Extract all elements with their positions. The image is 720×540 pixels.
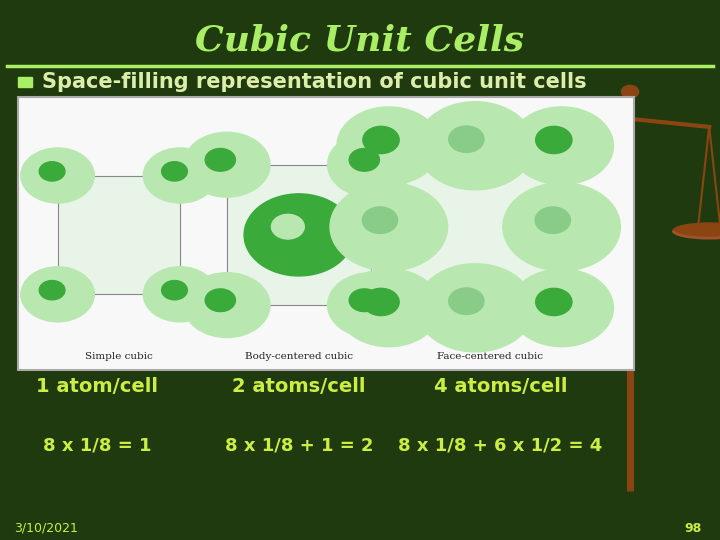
Circle shape [244, 194, 354, 276]
Circle shape [184, 132, 270, 197]
Circle shape [328, 273, 414, 338]
Circle shape [330, 183, 448, 271]
Circle shape [349, 148, 379, 171]
Text: Simple cubic: Simple cubic [85, 352, 153, 361]
Text: 8 x 1/8 = 1: 8 x 1/8 = 1 [43, 436, 151, 455]
Circle shape [205, 148, 235, 171]
Circle shape [39, 162, 65, 181]
Circle shape [39, 281, 65, 300]
Circle shape [184, 273, 270, 338]
Circle shape [205, 289, 235, 312]
Circle shape [143, 267, 217, 322]
Text: Space-filling representation of cubic unit cells: Space-filling representation of cubic un… [42, 72, 586, 92]
Text: 2 atoms/cell: 2 atoms/cell [232, 376, 366, 396]
Circle shape [143, 148, 217, 203]
Circle shape [449, 126, 484, 152]
Text: 1 atom/cell: 1 atom/cell [36, 376, 158, 396]
Ellipse shape [515, 164, 587, 179]
Circle shape [535, 207, 570, 233]
Text: Face-centered cubic: Face-centered cubic [436, 352, 543, 361]
Circle shape [510, 269, 613, 347]
Circle shape [449, 288, 484, 314]
Circle shape [503, 183, 621, 271]
Circle shape [362, 207, 397, 233]
Circle shape [161, 281, 187, 300]
Circle shape [416, 264, 534, 352]
Text: 98: 98 [685, 522, 702, 535]
Circle shape [510, 107, 613, 185]
FancyBboxPatch shape [58, 176, 180, 294]
Circle shape [21, 148, 94, 203]
FancyBboxPatch shape [227, 165, 371, 305]
Circle shape [621, 85, 639, 98]
Text: 3/10/2021: 3/10/2021 [14, 522, 78, 535]
FancyBboxPatch shape [18, 97, 634, 370]
Text: 8 x 1/8 + 6 x 1/2 = 4: 8 x 1/8 + 6 x 1/2 = 4 [398, 436, 603, 455]
Circle shape [349, 289, 379, 312]
Circle shape [416, 102, 534, 190]
Circle shape [328, 132, 414, 197]
FancyBboxPatch shape [389, 146, 562, 308]
Circle shape [536, 126, 572, 153]
Text: 4 atoms/cell: 4 atoms/cell [433, 376, 567, 396]
Ellipse shape [673, 223, 720, 238]
Circle shape [363, 126, 399, 153]
Text: 8 x 1/8 + 1 = 2: 8 x 1/8 + 1 = 2 [225, 436, 373, 455]
Text: Cubic Unit Cells: Cubic Unit Cells [195, 24, 525, 57]
Circle shape [536, 288, 572, 315]
Circle shape [337, 107, 441, 185]
Circle shape [363, 288, 399, 315]
Bar [18, 77, 32, 87]
Circle shape [21, 267, 94, 322]
Circle shape [337, 269, 441, 347]
Circle shape [161, 162, 187, 181]
Text: Body-centered cubic: Body-centered cubic [245, 352, 353, 361]
Circle shape [271, 214, 305, 239]
